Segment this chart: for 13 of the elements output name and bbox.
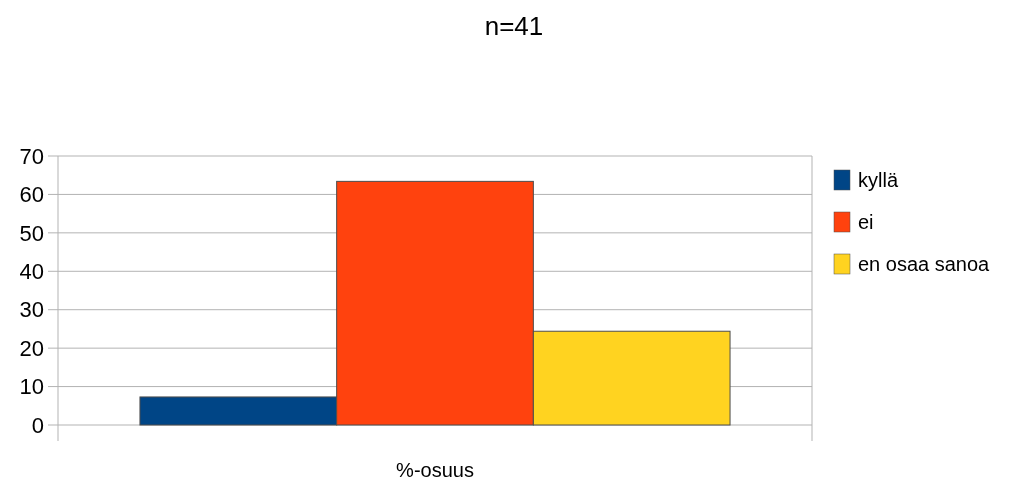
- y-tick-label: 70: [19, 143, 44, 169]
- y-tick-label: 20: [19, 335, 44, 361]
- y-tick-label: 60: [19, 182, 44, 208]
- y-tick-label: 40: [19, 258, 44, 284]
- legend-label: en osaa sanoa: [858, 253, 991, 275]
- x-tick-label: %-osuus: [396, 459, 474, 481]
- chart-title: n=41: [484, 11, 544, 41]
- y-tick-label: 10: [19, 374, 44, 400]
- y-tick-label: 50: [19, 220, 44, 246]
- y-tick-label: 30: [19, 297, 44, 323]
- legend-label: kyllä: [858, 169, 899, 191]
- legend-label: ei: [858, 211, 874, 233]
- y-tick-label: 0: [31, 412, 44, 438]
